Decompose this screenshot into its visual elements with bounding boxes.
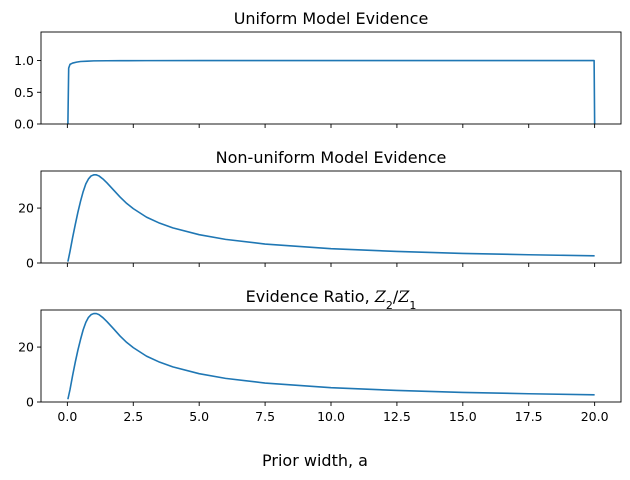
panel-2: Non-uniform Model Evidence 0 20 <box>18 148 622 271</box>
panel-3-title-text: Evidence Ratio, <box>246 287 375 306</box>
y-tick-label: 0 <box>26 395 34 410</box>
y-tick-label: 0 <box>26 256 34 271</box>
panel-1: Uniform Model Evidence 0.0 0.5 1.0 <box>14 9 622 132</box>
y-tick-label: 20 <box>18 201 34 216</box>
y-tick-label: 0.5 <box>14 85 34 100</box>
x-tick-label: 10.0 <box>317 409 345 424</box>
series-line <box>67 59 596 124</box>
panel-2-title: Non-uniform Model Evidence <box>216 148 447 167</box>
series-line <box>67 312 595 400</box>
x-tick-label: 7.5 <box>255 409 275 424</box>
x-axis-label: Prior width, a <box>262 451 368 470</box>
x-tick-label: 17.5 <box>515 409 543 424</box>
x-tick-label: 2.5 <box>123 409 143 424</box>
title-math-z: Z <box>397 287 410 306</box>
x-tick-label: 15.0 <box>449 409 477 424</box>
panel-1-title: Uniform Model Evidence <box>234 9 429 28</box>
x-tick-label: 12.5 <box>383 409 411 424</box>
y-tick-label: 1.0 <box>14 53 34 68</box>
x-tick-label: 5.0 <box>189 409 209 424</box>
title-math-z: Z <box>374 287 387 306</box>
x-tick-label: 20.0 <box>581 409 609 424</box>
title-math-sub: 1 <box>409 299 416 312</box>
series-line <box>67 174 595 262</box>
panel-3-title: Evidence Ratio, Z2/Z1 <box>246 287 417 312</box>
title-math-sub: 2 <box>386 299 393 312</box>
title-math-slash: / <box>393 287 399 306</box>
panels: Uniform Model Evidence 0.0 0.5 1.0 Non-unifo… <box>14 9 622 424</box>
y-tick-label: 20 <box>18 340 34 355</box>
y-tick-label: 0.0 <box>14 117 34 132</box>
panel-1-title-text: Uniform Model Evidence <box>234 9 429 28</box>
x-tick-label: 0.0 <box>57 409 77 424</box>
panel-2-title-text: Non-uniform Model Evidence <box>216 148 447 167</box>
